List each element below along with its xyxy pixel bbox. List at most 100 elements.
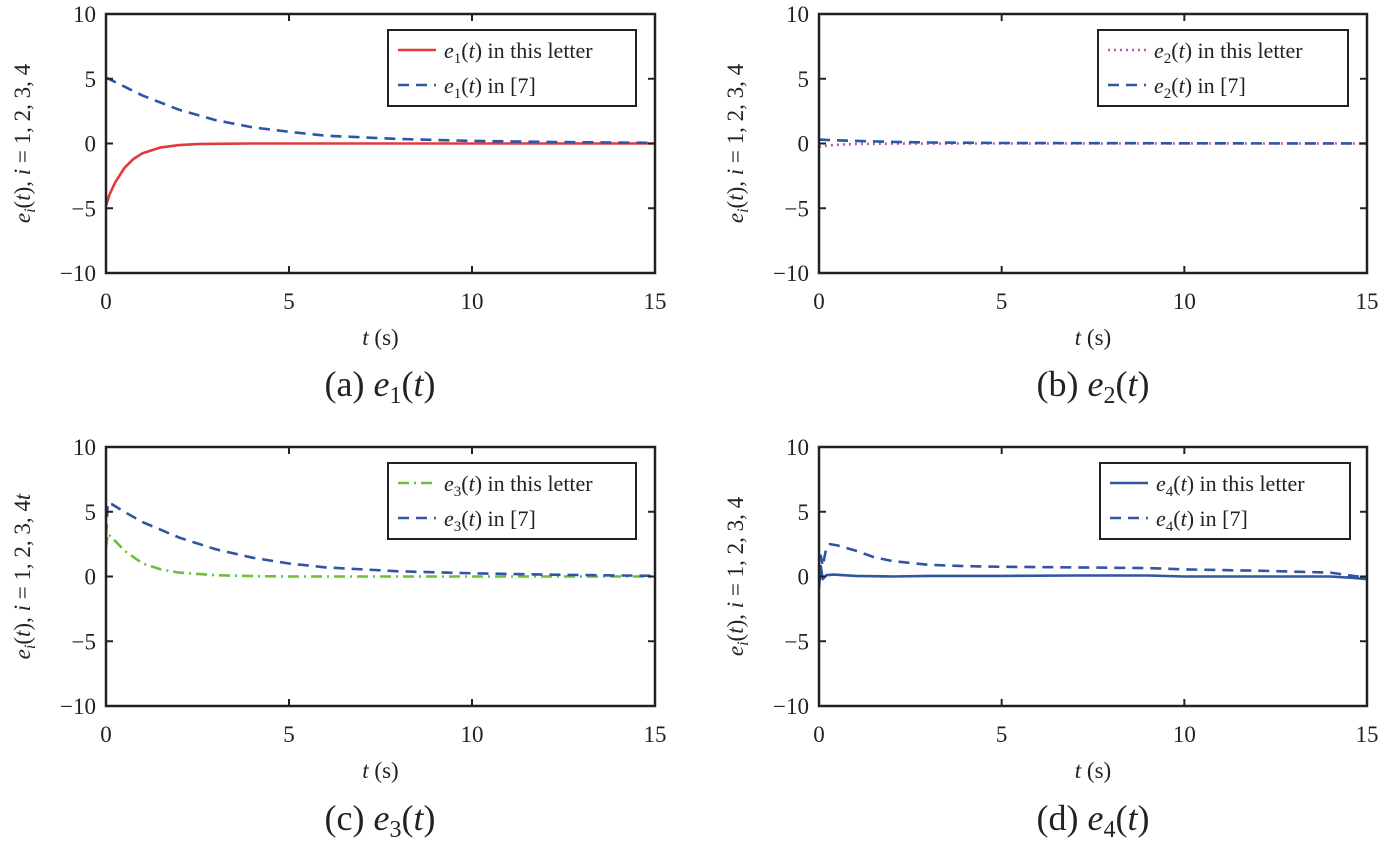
y-axis-char: 4	[10, 63, 35, 75]
y-tick-label: 10	[73, 2, 96, 27]
caption-paren-close: )	[423, 798, 435, 838]
x-tick-label: 0	[813, 289, 825, 314]
y-axis-char: 1	[723, 133, 748, 145]
x-axis-var: t	[362, 758, 369, 783]
legend-subscript: 3	[454, 519, 462, 535]
legend-var: t	[1179, 38, 1186, 63]
panel-caption: (a) e1(t)	[325, 364, 436, 409]
y-axis-char: ,	[10, 181, 35, 187]
series-line-1	[106, 532, 655, 578]
legend-box	[1099, 462, 1351, 540]
x-axis-label: t (s)	[1075, 758, 1111, 783]
y-tick-label: −10	[773, 261, 809, 286]
caption-subscript: 4	[1103, 817, 1115, 843]
y-tick-label: −5	[72, 196, 96, 221]
y-tick-label: −10	[60, 261, 96, 286]
x-axis-label: t (s)	[1075, 325, 1111, 350]
caption-prefix: (d)	[1037, 798, 1088, 838]
x-tick-label: 15	[1356, 289, 1379, 314]
x-tick-label: 10	[461, 722, 484, 747]
chart-panel-3: 0 5 10 15 −10 −5 0 5 10 t (s) ei(t), i = 1, 2, 3, …	[10, 435, 667, 843]
y-axis-char: t	[723, 627, 748, 634]
x-tick-label: 5	[996, 722, 1008, 747]
y-axis-char: ,	[723, 560, 748, 566]
legend-text: ) in this letter	[475, 38, 594, 63]
y-axis-char: ,	[723, 127, 748, 133]
y-axis-char: )	[723, 187, 748, 195]
legend-text: ) in [7]	[1187, 506, 1248, 531]
y-axis-symbol: e	[723, 213, 748, 223]
legend-text: ) in [7]	[475, 73, 536, 98]
legend-paren: (	[461, 471, 468, 496]
y-axis-char: ,	[723, 614, 748, 620]
y-axis-subscript: i	[22, 208, 39, 212]
caption-paren: (	[401, 364, 413, 404]
y-axis-char: )	[10, 187, 35, 195]
x-axis-var: t	[362, 325, 369, 350]
caption-symbol: e	[373, 364, 389, 404]
y-axis-char: 4	[723, 496, 748, 508]
legend-label-2: e2(t) in [7]	[1154, 73, 1246, 102]
legend-var: t	[1181, 506, 1188, 531]
series-line-1	[819, 564, 1367, 589]
y-axis-char: 2	[723, 543, 748, 555]
x-tick-label: 10	[461, 289, 484, 314]
caption-subscript: 3	[389, 817, 401, 843]
y-axis-subscript: i	[735, 641, 752, 645]
y-axis-char: t	[10, 630, 35, 637]
y-tick-label: −10	[60, 694, 96, 719]
caption-paren: (	[401, 798, 413, 838]
legend-symbol: e	[1154, 38, 1164, 63]
legend-var: t	[469, 38, 476, 63]
legend-symbol: e	[444, 73, 454, 98]
x-axis-var: t	[1075, 325, 1082, 350]
x-axis-label: t (s)	[362, 325, 398, 350]
y-axis-label: ei(t), i = 1, 2, 3, 4t	[10, 493, 39, 659]
y-axis-char: ,	[10, 104, 35, 110]
y-tick-label: 0	[85, 132, 97, 157]
legend-var: t	[469, 471, 476, 496]
panel-caption: (d) e4(t)	[1037, 798, 1150, 843]
x-axis-unit: (s)	[369, 758, 399, 783]
y-axis-char: ,	[723, 181, 748, 187]
y-axis-char: (	[723, 634, 748, 642]
caption-paren-close: )	[423, 364, 435, 404]
y-axis-char: i	[10, 605, 35, 611]
y-tick-label: 5	[798, 500, 810, 525]
legend-subscript: 1	[454, 51, 462, 67]
x-tick-label: 15	[644, 722, 667, 747]
series-line-2	[819, 542, 1367, 580]
y-tick-label: −5	[72, 629, 96, 654]
caption-paren-close: )	[1137, 798, 1149, 838]
legend-label-1: e1(t) in this letter	[444, 38, 593, 67]
legend-text: ) in [7]	[1185, 73, 1246, 98]
legend-symbol: e	[444, 38, 454, 63]
series-line-2	[106, 76, 655, 145]
y-axis-char: 2	[10, 546, 35, 558]
y-tick-label: 0	[798, 132, 810, 157]
legend-box	[387, 462, 637, 540]
y-axis-char: 2	[10, 110, 35, 122]
y-axis-char: ,	[10, 540, 35, 546]
legend-subscript: 2	[1164, 51, 1172, 67]
x-tick-label: 10	[1173, 722, 1196, 747]
y-axis-char: 1	[723, 566, 748, 578]
y-axis-char: 1	[10, 133, 35, 145]
legend-subscript: 3	[454, 484, 462, 500]
caption-subscript: 1	[389, 383, 401, 409]
y-axis-char: ,	[723, 104, 748, 110]
legend-label-2: e4(t) in [7]	[1156, 506, 1248, 535]
y-axis-char: 3	[723, 520, 748, 532]
caption-symbol: e	[1087, 798, 1103, 838]
y-axis-char: 3	[10, 87, 35, 99]
legend-box	[1097, 29, 1349, 107]
y-axis-char: ,	[723, 81, 748, 87]
y-axis-char: )	[723, 620, 748, 628]
y-axis-label: ei(t), i = 1, 2, 3, 4	[10, 63, 39, 223]
y-axis-symbol: e	[10, 649, 35, 659]
x-tick-label: 15	[1356, 722, 1379, 747]
y-tick-label: 0	[798, 565, 810, 590]
y-axis-label: ei(t), i = 1, 2, 3, 4	[723, 63, 752, 223]
panel-caption: (c) e3(t)	[325, 798, 436, 843]
legend-symbol: e	[444, 471, 454, 496]
